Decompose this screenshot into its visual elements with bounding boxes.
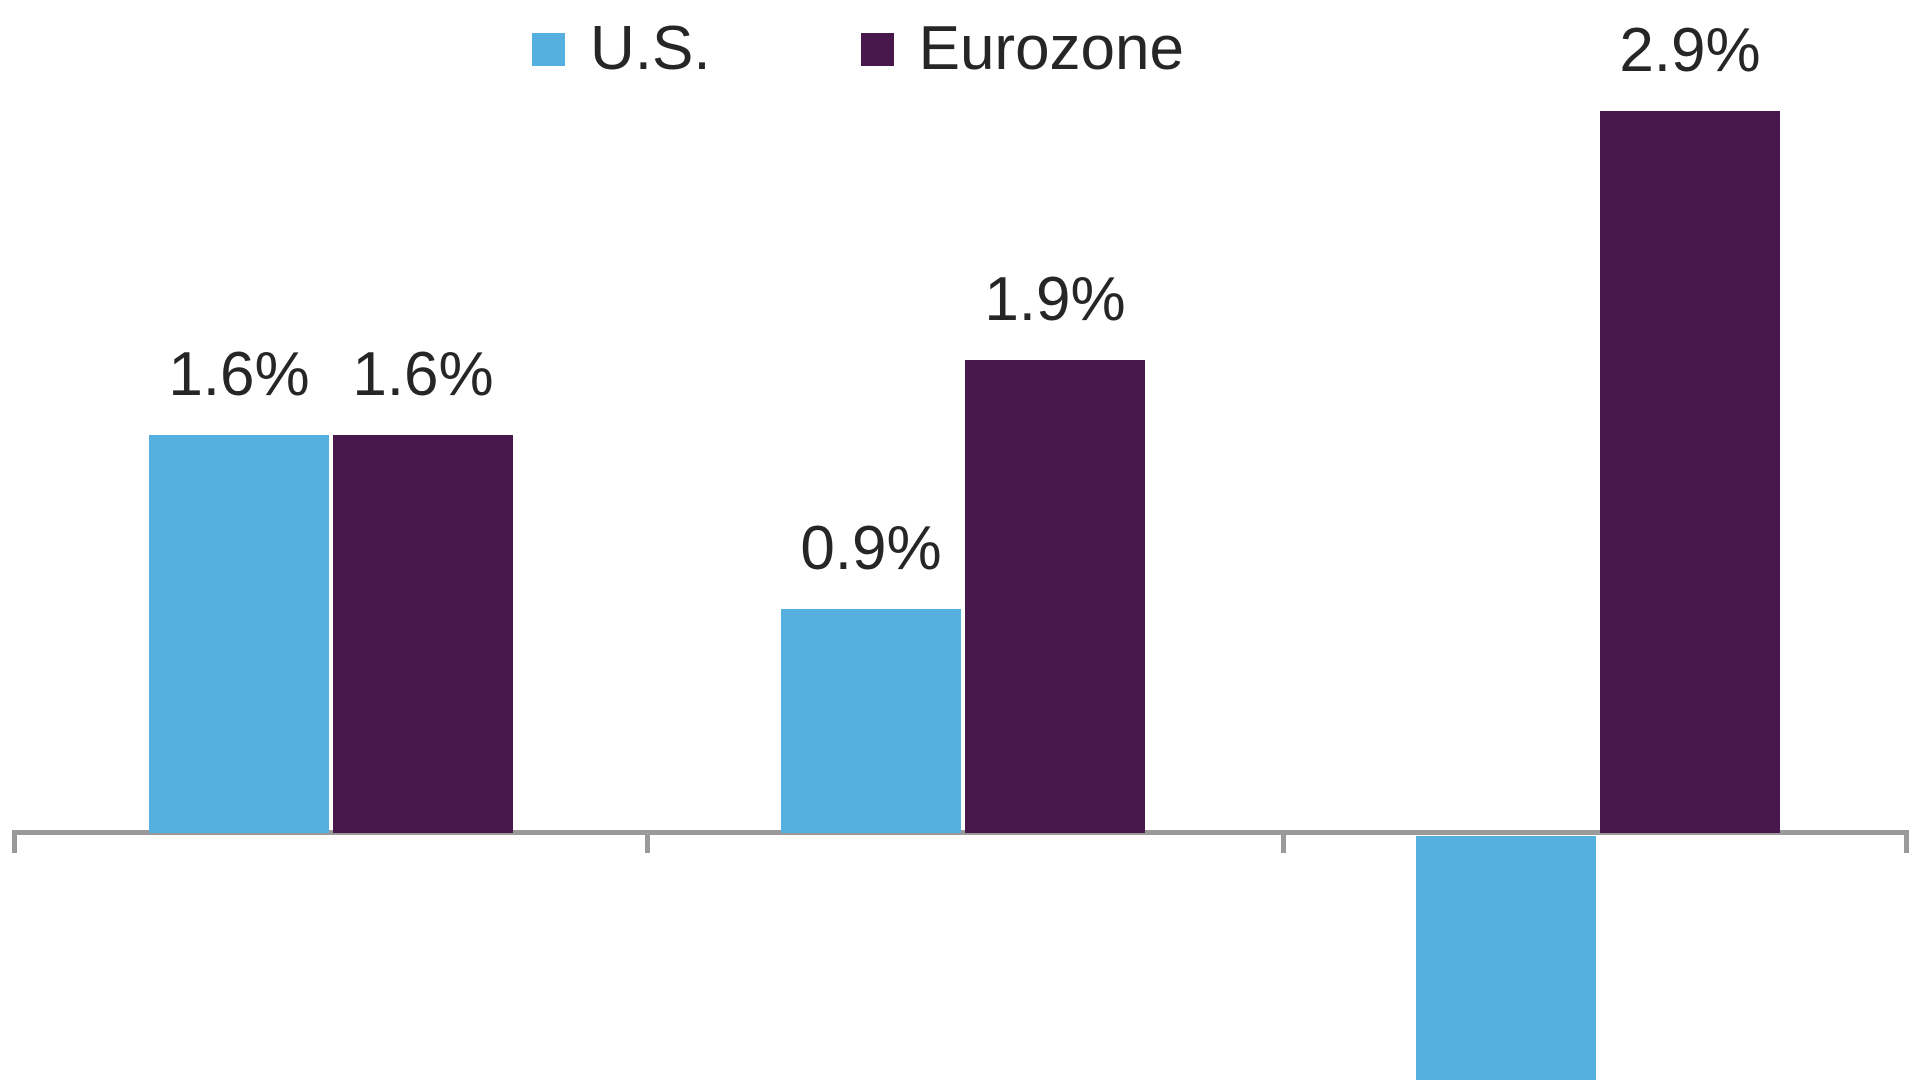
legend-item-eurozone: Eurozone bbox=[860, 14, 1185, 83]
legend-item-us: U.S. bbox=[532, 18, 711, 80]
bar-value-label-eurozone-1: 1.9% bbox=[984, 265, 1126, 334]
bar-value-label-us-0: 1.6% bbox=[168, 340, 310, 409]
bar-value-label-eurozone-2: 2.9% bbox=[1619, 16, 1761, 85]
bar-us-0 bbox=[149, 435, 329, 833]
x-axis-tick-0 bbox=[12, 830, 17, 853]
bar-eurozone-1 bbox=[965, 360, 1145, 833]
bar-eurozone-0 bbox=[333, 435, 513, 833]
legend-label-us: U.S. bbox=[590, 14, 711, 83]
x-axis-tick-1 bbox=[645, 830, 650, 853]
x-axis-tick-2 bbox=[1281, 830, 1286, 853]
bar-us-2 bbox=[1416, 836, 1596, 1080]
bar-value-label-us-1: 0.9% bbox=[800, 514, 942, 583]
legend: U.S. Eurozone bbox=[532, 18, 1184, 80]
bar-value-label-eurozone-0: 1.6% bbox=[352, 340, 494, 409]
bar-eurozone-2 bbox=[1600, 111, 1780, 833]
bar-us-1 bbox=[781, 609, 961, 833]
x-axis-tick-3 bbox=[1904, 830, 1909, 853]
legend-label-eurozone: Eurozone bbox=[918, 14, 1185, 83]
eurozone-legend-swatch-icon bbox=[860, 32, 894, 66]
us-legend-swatch-icon bbox=[532, 32, 565, 66]
